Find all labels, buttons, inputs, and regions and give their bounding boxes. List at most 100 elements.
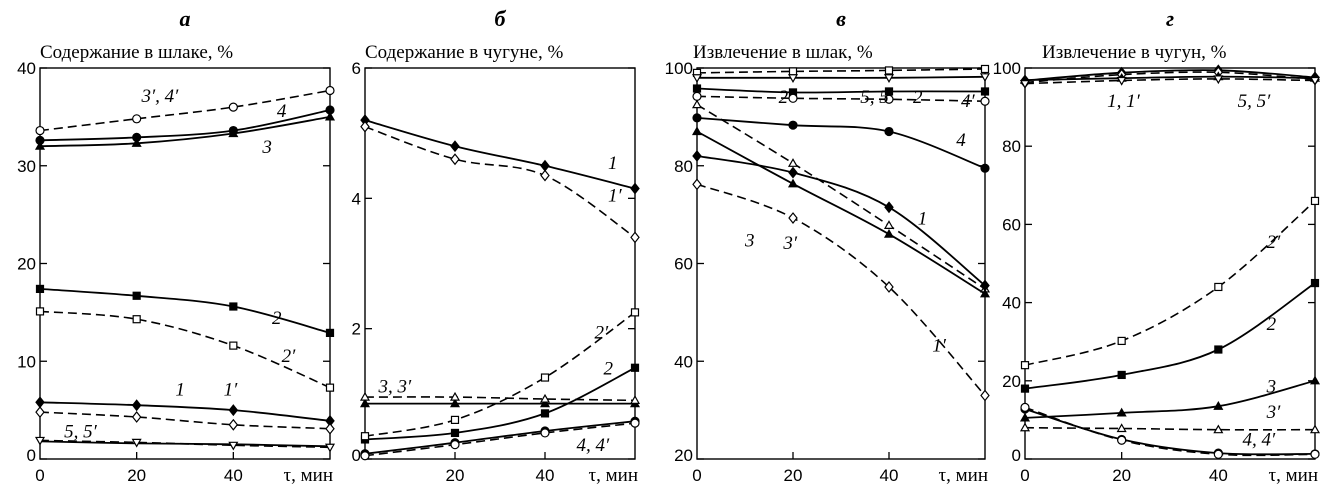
series-line-2 [364, 366, 636, 441]
data-point [35, 307, 45, 316]
data-point [228, 418, 239, 431]
data-point [1117, 336, 1126, 346]
data-point [980, 163, 990, 173]
data-point [884, 126, 894, 137]
data-point [450, 440, 460, 450]
axis-title: Извлечение в чугун, % [1042, 42, 1227, 63]
curve-label: 5, 5′ [1238, 91, 1272, 112]
data-point [450, 428, 460, 438]
panel-2: б Содержание в чугуне, % 0 2 4 6 20 40 τ, мин 1 1′… [352, 6, 641, 486]
series-line-2 [39, 288, 331, 334]
y-tick-label: 100 [665, 59, 693, 78]
series-line-2-prime [364, 311, 636, 437]
curve-label: 2′ [1267, 232, 1282, 253]
y-tick-label: 40 [17, 59, 36, 78]
curve-label: 1, 1′ [1107, 91, 1141, 112]
data-point [1213, 401, 1224, 410]
panel-letter: г [1166, 6, 1174, 31]
curve-label: 3, 3′ [378, 377, 413, 398]
curve-label: 4′ [961, 91, 976, 112]
series-line-5-prime [1024, 78, 1316, 85]
series-line-3-prime [364, 396, 636, 402]
y-tick-label: 60 [1002, 215, 1021, 234]
data-point [1309, 76, 1321, 86]
series-line-2-prime [39, 310, 331, 389]
panel-1: а Содержание в шлаке, % 0 10 20 30 40 20 40 0 τ, м… [17, 6, 336, 486]
y-tick-label: 0 [1012, 446, 1021, 465]
data-point [884, 94, 894, 104]
series-line-34-prime [39, 89, 331, 132]
data-point [788, 212, 798, 225]
y-tick-label: 80 [674, 157, 693, 176]
data-point [787, 158, 799, 167]
y-tick-label: 60 [674, 255, 693, 274]
y-tick-label: 20 [674, 446, 693, 465]
data-point [131, 138, 142, 147]
y-tick-label: 80 [1002, 137, 1021, 156]
axis-title: Содержание в чугуне, % [365, 42, 563, 63]
data-point [979, 73, 991, 83]
data-point [35, 396, 45, 409]
data-point [1310, 449, 1320, 459]
data-point [132, 114, 142, 124]
data-point [692, 84, 702, 93]
data-point [450, 415, 460, 424]
x-tick-label: 20 [127, 466, 146, 485]
series-line-5 [1024, 75, 1316, 81]
data-point [1019, 412, 1031, 422]
data-point [630, 231, 640, 244]
plot-frame [1024, 67, 1316, 460]
x-tick-label: 40 [536, 466, 555, 485]
data-point [691, 126, 703, 136]
data-point [630, 418, 640, 428]
curve-label: 1 [918, 208, 928, 229]
data-point [692, 150, 702, 162]
data-point [788, 67, 798, 76]
curve-label: 3 [1266, 377, 1277, 398]
data-point [35, 406, 45, 419]
series-line-1-prime [696, 183, 986, 397]
curve-label: 4 [277, 101, 287, 122]
series-line-1-prime [39, 411, 331, 430]
data-point [131, 438, 142, 448]
data-point [630, 182, 640, 195]
data-point [884, 201, 894, 214]
data-point [1116, 76, 1127, 86]
curve-label: 2 [1267, 314, 1277, 335]
x-axis-label: τ, мин [939, 465, 989, 486]
curve-label: 3 [261, 137, 272, 158]
x-axis-label: τ, мин [1269, 465, 1319, 486]
x-tick-label: 40 [224, 466, 243, 485]
curve-label: 2 [913, 87, 923, 108]
curve-label: 4 [956, 130, 966, 151]
data-point [131, 411, 142, 423]
x-origin-label: 0 [692, 466, 701, 485]
data-point [1116, 423, 1127, 433]
data-point [1309, 424, 1321, 434]
data-point [228, 404, 239, 417]
data-point [229, 341, 238, 350]
curve-label: 2′ [595, 322, 610, 343]
data-point [692, 91, 702, 101]
y-tick-label: 0 [352, 446, 361, 465]
data-point [883, 220, 895, 229]
series-line-3-prime [1024, 426, 1316, 431]
data-point [980, 389, 990, 402]
curve-label: 3′ [1266, 402, 1282, 423]
series-line-5-prime [696, 68, 986, 74]
data-point [450, 140, 460, 153]
data-point [1020, 384, 1030, 393]
data-point [1020, 361, 1030, 370]
series-line-2 [696, 87, 986, 94]
data-point [884, 280, 894, 293]
data-point [34, 436, 46, 446]
curve-label: 2′ [282, 346, 297, 367]
plot-frame [364, 67, 636, 460]
y-tick-label: 40 [1002, 294, 1021, 313]
data-point [1213, 449, 1223, 459]
data-point [228, 125, 238, 136]
x-tick-label: 40 [1209, 466, 1228, 485]
data-point [788, 93, 798, 103]
data-point [980, 64, 990, 74]
data-point [35, 125, 45, 136]
